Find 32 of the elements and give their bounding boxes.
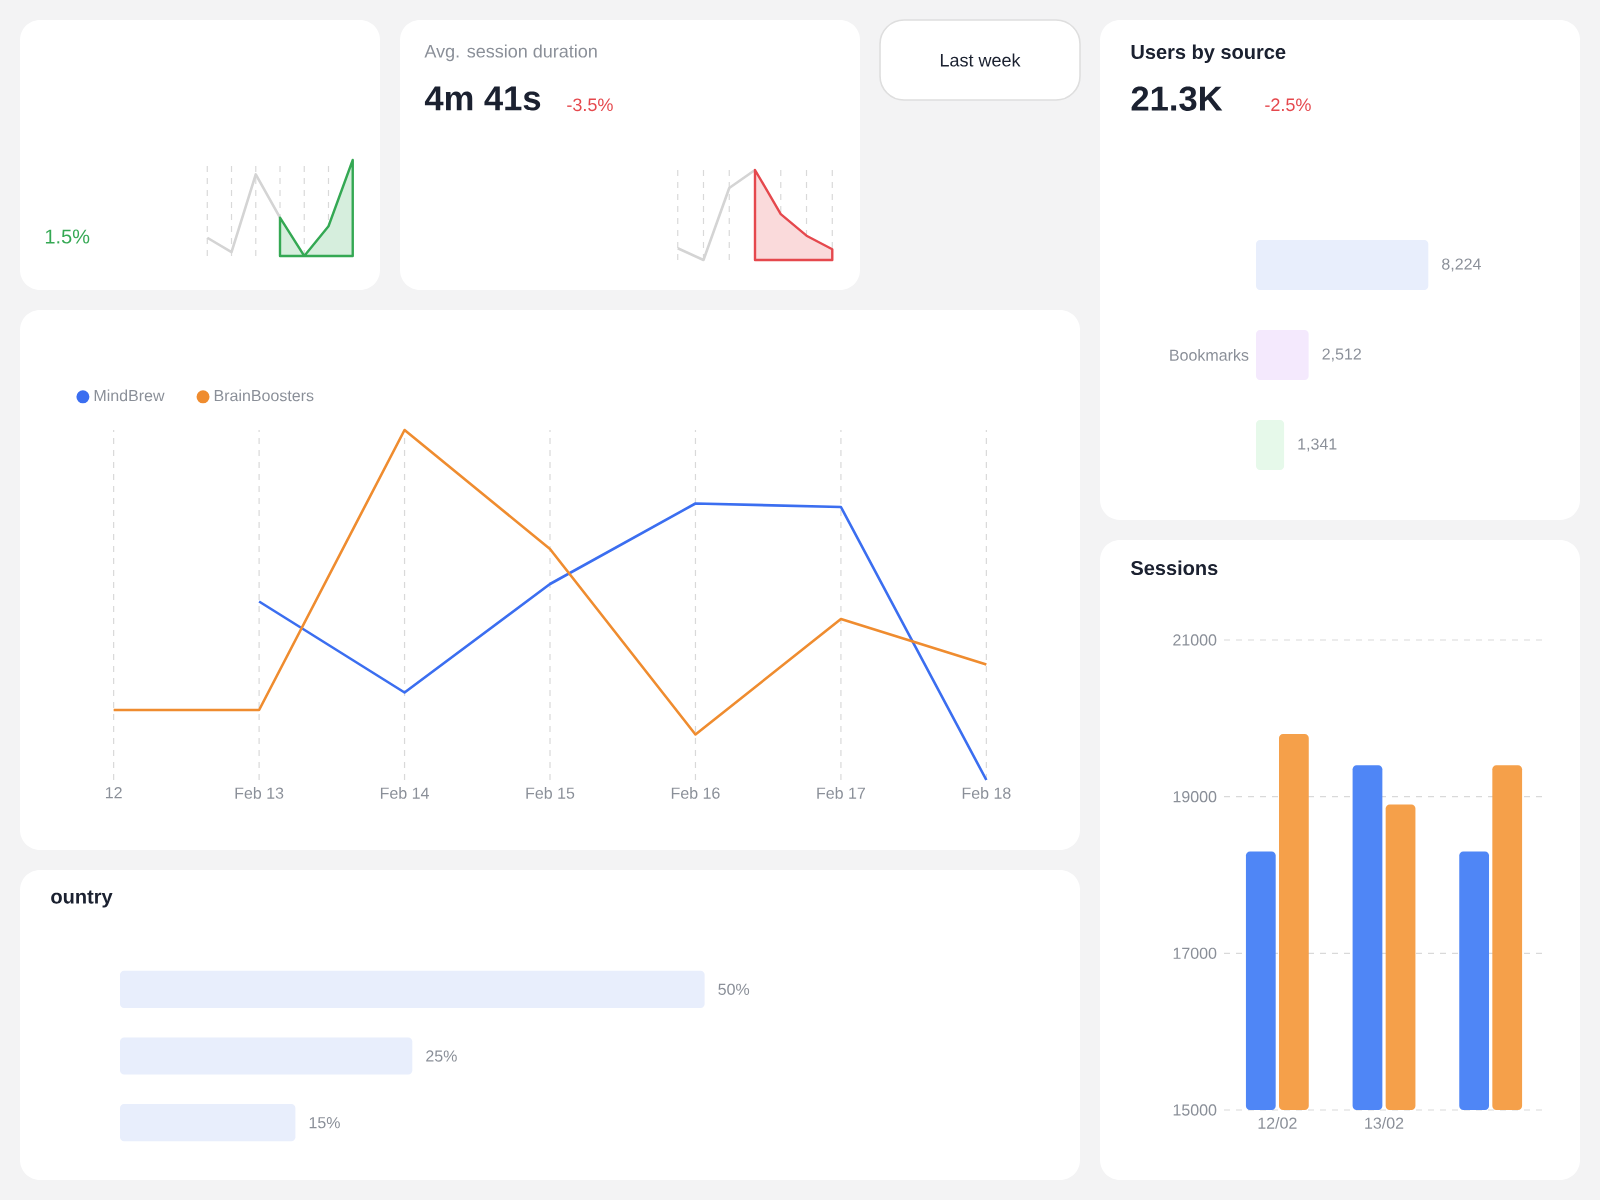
chart-title: Users by source [1131,44,1286,64]
x-tick-label: Feb 16 [671,787,720,799]
data-label: 50% [718,983,750,995]
y-tick-label: 15000 [1173,1104,1217,1116]
chart-subtitle: 21.3K [1131,86,1223,111]
y-tick-label: 17000 [1173,947,1217,959]
x-tick-label: 12/02 [1258,1117,1297,1129]
text: Avg. session duration [424,44,597,62]
text: -2.5% [1265,98,1311,112]
data-label: 8,224 [1442,258,1481,272]
chart-subtitle: 4m 41s [424,86,541,111]
x-tick-label: Feb 14 [380,787,429,799]
data-label: 15% [309,1117,340,1129]
x-tick-label: Feb 13 [235,787,284,799]
y-tick-label: Bookmarks [1170,349,1249,361]
y-tick-label: 21000 [1173,634,1217,646]
chart-title: ountry [51,890,113,908]
y-tick-label: 19000 [1173,791,1217,803]
x-tick-label: Feb 18 [962,787,1011,799]
x-tick-label: 13/02 [1365,1117,1404,1129]
text: Last week [940,53,1021,67]
data-label: 2,512 [1322,348,1361,362]
data-label: 25% [426,1050,457,1062]
x-tick-label: Feb 15 [526,787,575,799]
chart-title: Sessions [1130,560,1218,576]
text: -3.5% [567,98,613,112]
legend-label: BrainBoosters [214,389,314,402]
data-label: 1,341 [1298,438,1337,452]
legend-label: MindBrew [94,389,165,402]
x-tick-label: Feb 17 [817,787,865,799]
text: 1.5% [45,229,90,244]
x-tick-label: 12 [105,787,122,799]
